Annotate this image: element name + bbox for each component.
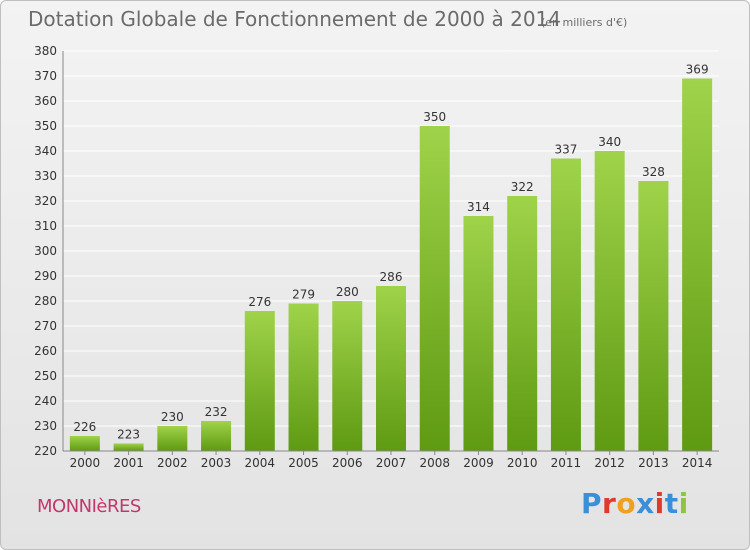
x-axis: 2000 2001 2002 2003 2004 2005 2006 2007 2008 2009…: [63, 450, 719, 470]
bar-value-label: 286: [380, 270, 403, 284]
x-tick-label: 2000: [70, 456, 101, 470]
bar-value-label: 223: [117, 428, 140, 442]
y-tick-label: 340: [34, 144, 57, 158]
bar: [201, 421, 232, 451]
y-tick-label: 350: [34, 119, 57, 133]
bar: [376, 286, 406, 451]
bar-value-label: 232: [205, 405, 228, 419]
logo-letter: t: [664, 487, 679, 520]
bar: [113, 443, 144, 451]
chart-title: Dotation Globale de Fonctionnement de 20…: [28, 7, 561, 31]
x-tick-label: 2005: [288, 456, 319, 470]
bar-value-label: 350: [423, 110, 446, 124]
bar-value-label: 328: [642, 165, 665, 179]
x-tick-label: 2002: [157, 456, 188, 470]
y-tick-label: 250: [34, 369, 57, 383]
bar: [550, 158, 581, 451]
unit-note: (en milliers d'€): [541, 16, 628, 29]
y-axis: 220 230 240 250 260 270 280 290 300 310 320 330 340 3…: [34, 44, 64, 458]
bar-value-label: 314: [467, 200, 490, 214]
logo-letter: i: [678, 487, 689, 520]
x-tick-label: 2013: [638, 456, 669, 470]
y-tick-label: 300: [34, 244, 57, 258]
logo-letter: i: [654, 487, 665, 520]
bar: [244, 311, 275, 451]
bar: [507, 196, 538, 451]
y-tick-label: 360: [34, 94, 57, 108]
x-tick-label: 2003: [201, 456, 232, 470]
bar-value-label: 369: [686, 63, 709, 77]
y-tick-label: 240: [34, 394, 57, 408]
x-tick-label: 2004: [245, 456, 276, 470]
y-tick-label: 330: [34, 169, 57, 183]
bar: [463, 216, 494, 451]
bar-value-label: 226: [73, 420, 96, 434]
y-tick-label: 310: [34, 219, 57, 233]
y-tick-label: 260: [34, 344, 57, 358]
logo-letter: r: [602, 487, 617, 520]
bars: 226 223 230 232 276 279 280 286 350 314 322 337 340 3…: [69, 63, 713, 451]
logo-letter: P: [581, 487, 603, 520]
bar-value-label: 279: [292, 288, 315, 302]
bar: [419, 126, 450, 451]
x-tick-label: 2011: [551, 456, 582, 470]
logo-letter: x: [636, 487, 655, 520]
y-tick-label: 230: [34, 419, 57, 433]
bar-value-label: 276: [248, 295, 271, 309]
bar-value-label: 337: [554, 143, 577, 157]
bar: [157, 426, 188, 451]
bar: [682, 78, 713, 451]
x-tick-label: 2006: [332, 456, 363, 470]
x-tick-label: 2001: [113, 456, 144, 470]
x-tick-label: 2007: [376, 456, 407, 470]
bar: [594, 151, 625, 451]
y-tick-label: 320: [34, 194, 57, 208]
y-tick-label: 290: [34, 269, 57, 283]
bar: [332, 301, 363, 451]
logo-letter: o: [616, 487, 637, 520]
y-tick-label: 370: [34, 69, 57, 83]
bar-value-label: 340: [598, 135, 621, 149]
y-tick-label: 270: [34, 319, 57, 333]
bar-value-label: 280: [336, 285, 359, 299]
x-tick-label: 2014: [682, 456, 713, 470]
commune-name: MONNIèRES: [37, 496, 141, 517]
y-tick-label: 380: [34, 44, 57, 58]
bar: [638, 181, 669, 451]
bar-value-label: 322: [511, 180, 534, 194]
x-tick-label: 2012: [594, 456, 625, 470]
y-tick-label: 280: [34, 294, 57, 308]
bar: [69, 436, 100, 451]
bar: [288, 303, 319, 451]
x-tick-label: 2008: [419, 456, 450, 470]
proxiti-logo: Proxiti: [581, 487, 689, 520]
bar-value-label: 230: [161, 410, 184, 424]
x-tick-label: 2009: [463, 456, 494, 470]
x-tick-label: 2010: [507, 456, 538, 470]
y-tick-label: 220: [34, 444, 57, 458]
